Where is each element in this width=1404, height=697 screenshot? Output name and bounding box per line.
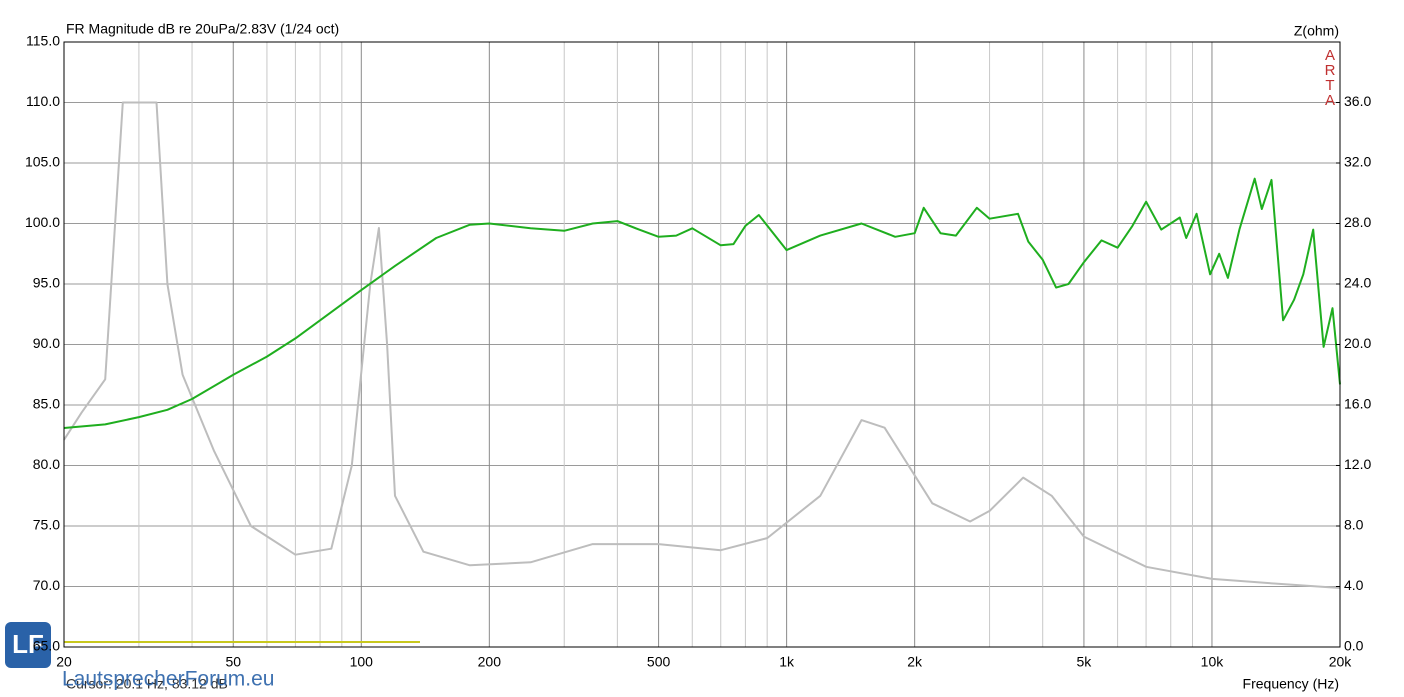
watermark: LautsprecherForum.eu [62,668,274,691]
y2-tick-label: 20.0 [1344,335,1371,351]
y-tick-label: 75.0 [33,517,60,533]
logo [5,622,51,668]
y-tick-label: 80.0 [33,456,60,472]
y-tick-label: 85.0 [33,396,60,412]
x-tick-label: 50 [225,654,241,670]
y2-tick-label: 28.0 [1344,214,1371,230]
cursor-readout: Cursor: 20.1 Hz, 83.12 dB [66,676,228,692]
y2-tick-label: 8.0 [1344,517,1364,533]
logo-text: LF [12,629,44,659]
x-tick-label: 200 [478,654,502,670]
x-tick-label: 1k [779,654,795,670]
y-tick-label: 95.0 [33,275,60,291]
y2-tick-label: 0.0 [1344,638,1364,654]
y2-tick-label: 12.0 [1344,456,1371,472]
x-tick-label: 100 [350,654,374,670]
x-tick-label: 500 [647,654,671,670]
y-tick-label: 115.0 [26,33,60,49]
y2-tick-label: 32.0 [1344,154,1371,170]
x-tick-label: 20 [56,654,72,670]
y2-tick-label: 24.0 [1344,275,1371,291]
y2-tick-label: 4.0 [1344,577,1364,593]
y-tick-label: 65.0 [33,638,60,654]
y-tick-label: 100.0 [25,214,60,230]
plot [63,101,1341,589]
y2-axis-label: Z(ohm) [1294,23,1339,39]
x-tick-label: 10k [1201,654,1225,670]
y-tick-label: 105.0 [25,154,60,170]
y2-tick-label: 36.0 [1344,93,1371,109]
x-tick-label: 5k [1077,654,1093,670]
x-axis-label: Frequency (Hz) [1243,676,1339,692]
series-line [63,101,1341,589]
x-tick-label: 20k [1329,654,1353,670]
series-line [63,177,1341,429]
y2-tick-label: 16.0 [1344,396,1371,412]
y-tick-label: 90.0 [33,335,60,351]
chart-title: FR Magnitude dB re 20uPa/2.83V (1/24 oct… [66,21,339,37]
y-tick-label: 70.0 [33,577,60,593]
y-tick-label: 110.0 [26,93,60,109]
x-tick-label: 2k [907,654,923,670]
